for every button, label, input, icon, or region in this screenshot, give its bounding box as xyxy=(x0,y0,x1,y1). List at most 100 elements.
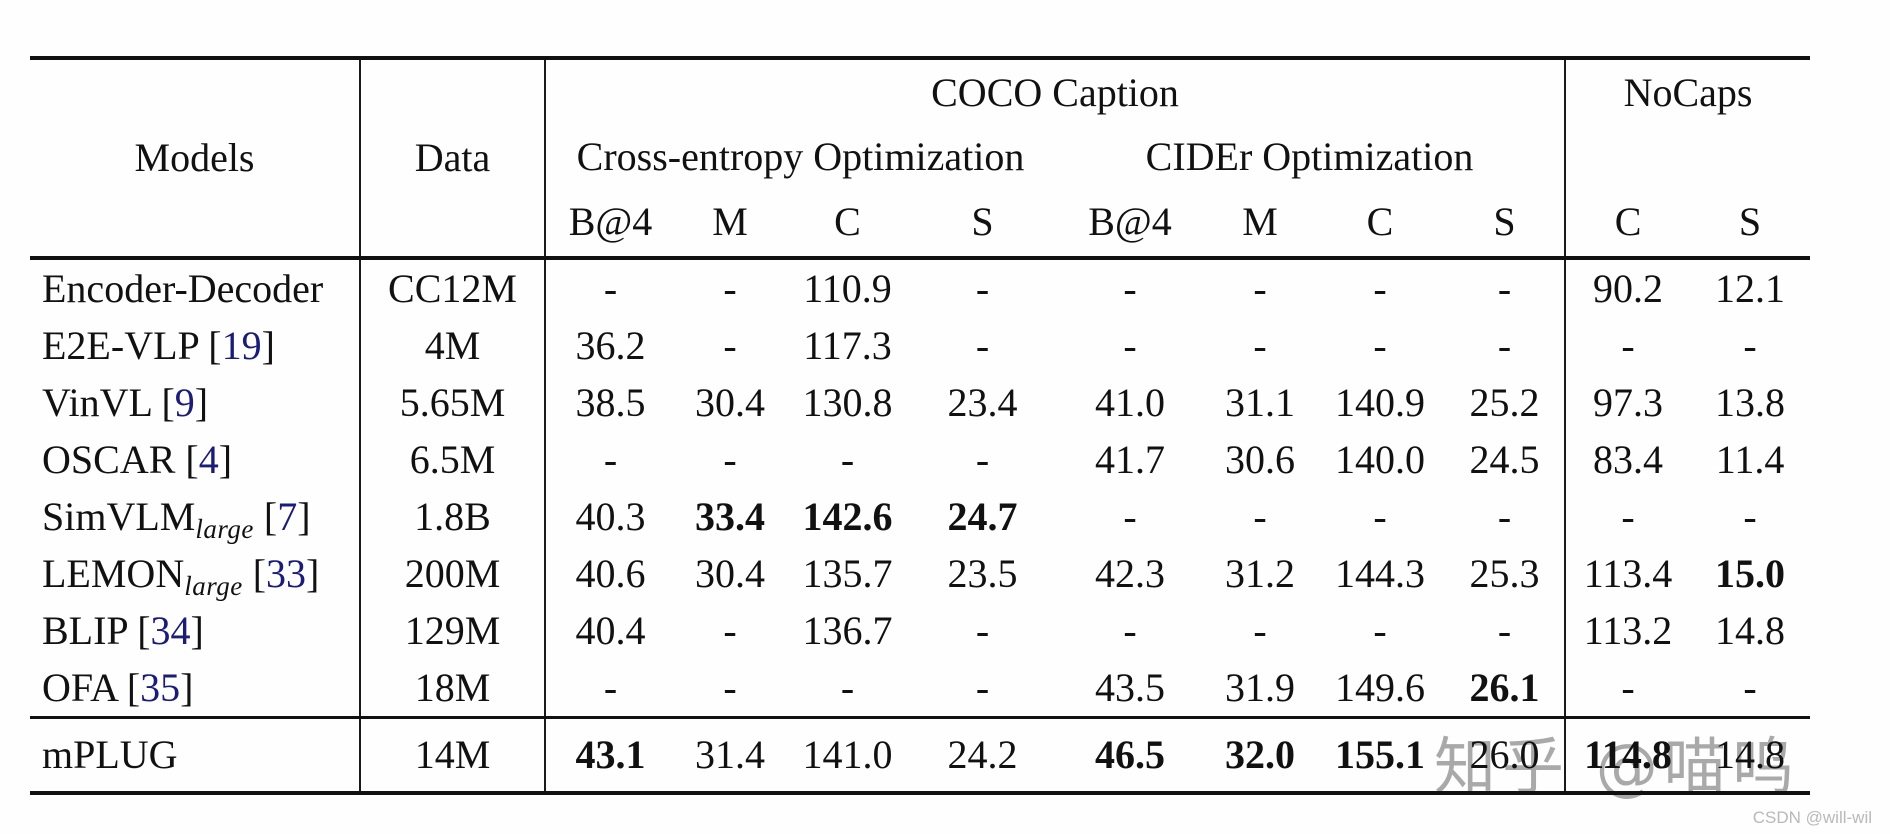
pretrain-data-cell: CC12M xyxy=(360,258,546,317)
metric-value-cell: 42.3 xyxy=(1095,550,1165,596)
metric-value-cell: 140.9 xyxy=(1335,379,1425,425)
col-header-metric-6: C xyxy=(1366,199,1394,244)
metric-value-cell: 30.4 xyxy=(695,379,765,425)
model-subscript: large xyxy=(184,570,243,601)
metric-value-cell: - xyxy=(975,265,990,311)
metric-value-cell: 114.8 xyxy=(1564,716,1691,793)
metric-value-cell: 135.7 xyxy=(802,550,893,596)
metric-value-cell: 31.9 xyxy=(1225,664,1295,710)
metric-value-cell: 12.1 xyxy=(1715,265,1786,311)
metric-value-cell: 40.4 xyxy=(575,607,646,653)
metric-value-cell: - xyxy=(603,436,618,482)
metric-value-cell: - xyxy=(723,436,737,482)
metric-value-cell: 136.7 xyxy=(802,607,893,653)
pretrain-data-cell: 6.5M xyxy=(360,431,546,488)
metric-value-cell: 41.0 xyxy=(1095,379,1165,425)
metric-value-cell: - xyxy=(1123,265,1137,311)
metric-value-cell: 25.3 xyxy=(1469,550,1540,596)
col-header-models: Models xyxy=(30,58,361,258)
metric-value-cell: - xyxy=(1373,265,1387,311)
metric-value-cell: 14.8 xyxy=(1690,716,1811,793)
metric-value-cell: - xyxy=(1253,607,1267,653)
model-name-cell: OSCAR [4] xyxy=(30,431,361,488)
table-row-ofa: OFA [35] 18M - - - -43.5 31.9 149.6 26.1- - xyxy=(30,659,1810,718)
model-name-cell: BLIP [34] xyxy=(30,602,361,659)
metric-value-cell: 142.6 xyxy=(802,493,893,539)
metric-value-cell: - xyxy=(975,436,990,482)
table-row-simvlm: SimVLMlarge [7] 1.8B 40.3 33.4 142.6 24.7 - - - -… xyxy=(30,488,1810,545)
table-row-encoder-decoder: Encoder-Decoder CC12M - - 110.9 - - - - - 90.2 12.1 xyxy=(30,258,1810,317)
metric-value-cell: 31.2 xyxy=(1225,550,1295,596)
metric-value-cell: - xyxy=(1743,664,1757,710)
pretrain-data-cell: 200M xyxy=(360,545,546,602)
citation-link[interactable]: 4 xyxy=(198,436,219,482)
metric-value-cell: 155.1 xyxy=(1315,716,1445,793)
metric-value-cell: - xyxy=(1123,322,1137,368)
pretrain-data-cell: 18M xyxy=(360,659,546,718)
metric-value-cell: 113.2 xyxy=(1564,602,1691,659)
model-name-cell: LEMONlarge [33] xyxy=(30,545,361,602)
metric-value-cell: - xyxy=(723,607,737,653)
metric-value-cell: 24.5 xyxy=(1469,436,1540,482)
citation-link[interactable]: 7 xyxy=(277,493,298,539)
metric-value-cell: 110.9 xyxy=(803,265,892,311)
table-row-oscar: OSCAR [4] 6.5M - - - - 41.7 30.6 140.0 24.5 83.4 11… xyxy=(30,431,1810,488)
metric-value-cell: - xyxy=(1253,322,1267,368)
metric-value-cell: 43.1 xyxy=(545,716,675,793)
metric-value-cell: - xyxy=(1564,488,1691,545)
metric-value-cell: 15.0 xyxy=(1715,550,1786,596)
model-name-cell: SimVLMlarge [7] xyxy=(30,488,361,545)
metric-value-cell: 141.0 xyxy=(785,716,910,793)
metric-value-cell: 31.1 xyxy=(1225,379,1295,425)
table-row-mplug: mPLUG 14M 43.1 31.4 141.0 24.2 46.5 32.0 155.1 26… xyxy=(30,716,1811,793)
model-name-cell: OFA [35] xyxy=(30,659,361,718)
metric-value-cell: 24.2 xyxy=(910,716,1055,793)
metric-value-cell: - xyxy=(1497,322,1512,368)
pretrain-data-cell: 129M xyxy=(360,602,546,659)
metric-value-cell: 31.4 xyxy=(675,716,785,793)
pretrain-data-cell: 14M xyxy=(360,716,546,793)
col-header-metric-2: C xyxy=(834,199,861,244)
group-header-cider: CIDEr Optimization xyxy=(1145,134,1474,179)
metric-value-cell: - xyxy=(975,607,990,653)
citation-link[interactable]: 33 xyxy=(266,550,307,596)
table-row-blip: BLIP [34] 129M 40.4 - 136.7 - - - - - 113.2 14.8 xyxy=(30,602,1810,659)
metric-value-cell: 23.5 xyxy=(947,550,1018,596)
metric-value-cell: 40.6 xyxy=(575,550,646,596)
metric-value-cell: - xyxy=(723,664,737,710)
metric-value-cell: 149.6 xyxy=(1335,664,1425,710)
metric-value-cell: - xyxy=(1743,493,1757,539)
metric-value-cell: - xyxy=(1253,265,1267,311)
metric-value-cell: 43.5 xyxy=(1095,664,1165,710)
metric-header-row: B@4 M C S B@4 M C S C S xyxy=(30,188,1810,258)
table-row-vinvl: VinVL [9] 5.65M 38.5 30.4 130.8 23.4 41.0 31.1 1… xyxy=(30,374,1810,431)
citation-link[interactable]: 35 xyxy=(140,664,181,710)
metric-value-cell: - xyxy=(1373,607,1387,653)
csdn-watermark: CSDN @will-wil xyxy=(1752,808,1872,827)
col-header-metric-9: S xyxy=(1738,199,1762,244)
metric-value-cell: 32.0 xyxy=(1205,716,1315,793)
metric-value-cell: 41.7 xyxy=(1095,436,1165,482)
metric-value-cell: 11.4 xyxy=(1715,436,1785,482)
table-header: Models Data COCO Caption NoCaps Cross-en… xyxy=(30,58,1811,258)
metric-value-cell: - xyxy=(1123,493,1137,539)
group-header-nocaps-spacer xyxy=(1564,126,1811,188)
metric-value-cell: 36.2 xyxy=(575,322,646,368)
metric-value-cell: - xyxy=(1253,493,1267,539)
metric-value-cell: - xyxy=(603,664,618,710)
citation-link[interactable]: 34 xyxy=(150,607,191,653)
metric-value-cell: 26.1 xyxy=(1469,664,1540,710)
metric-value-cell: - xyxy=(1373,493,1387,539)
metric-value-cell: - xyxy=(1373,322,1387,368)
metric-value-cell: - xyxy=(1497,265,1512,311)
citation-link[interactable]: 9 xyxy=(174,379,195,425)
metric-value-cell: - xyxy=(840,664,855,710)
metric-value-cell: 14.8 xyxy=(1715,607,1786,653)
citation-link[interactable]: 19 xyxy=(221,322,262,368)
metric-value-cell: 25.2 xyxy=(1469,379,1540,425)
metric-value-cell: - xyxy=(975,664,990,710)
metric-value-cell: - xyxy=(723,322,737,368)
metric-value-cell: 113.4 xyxy=(1564,545,1691,602)
metric-value-cell: - xyxy=(1564,317,1691,374)
metric-value-cell: 140.0 xyxy=(1335,436,1425,482)
